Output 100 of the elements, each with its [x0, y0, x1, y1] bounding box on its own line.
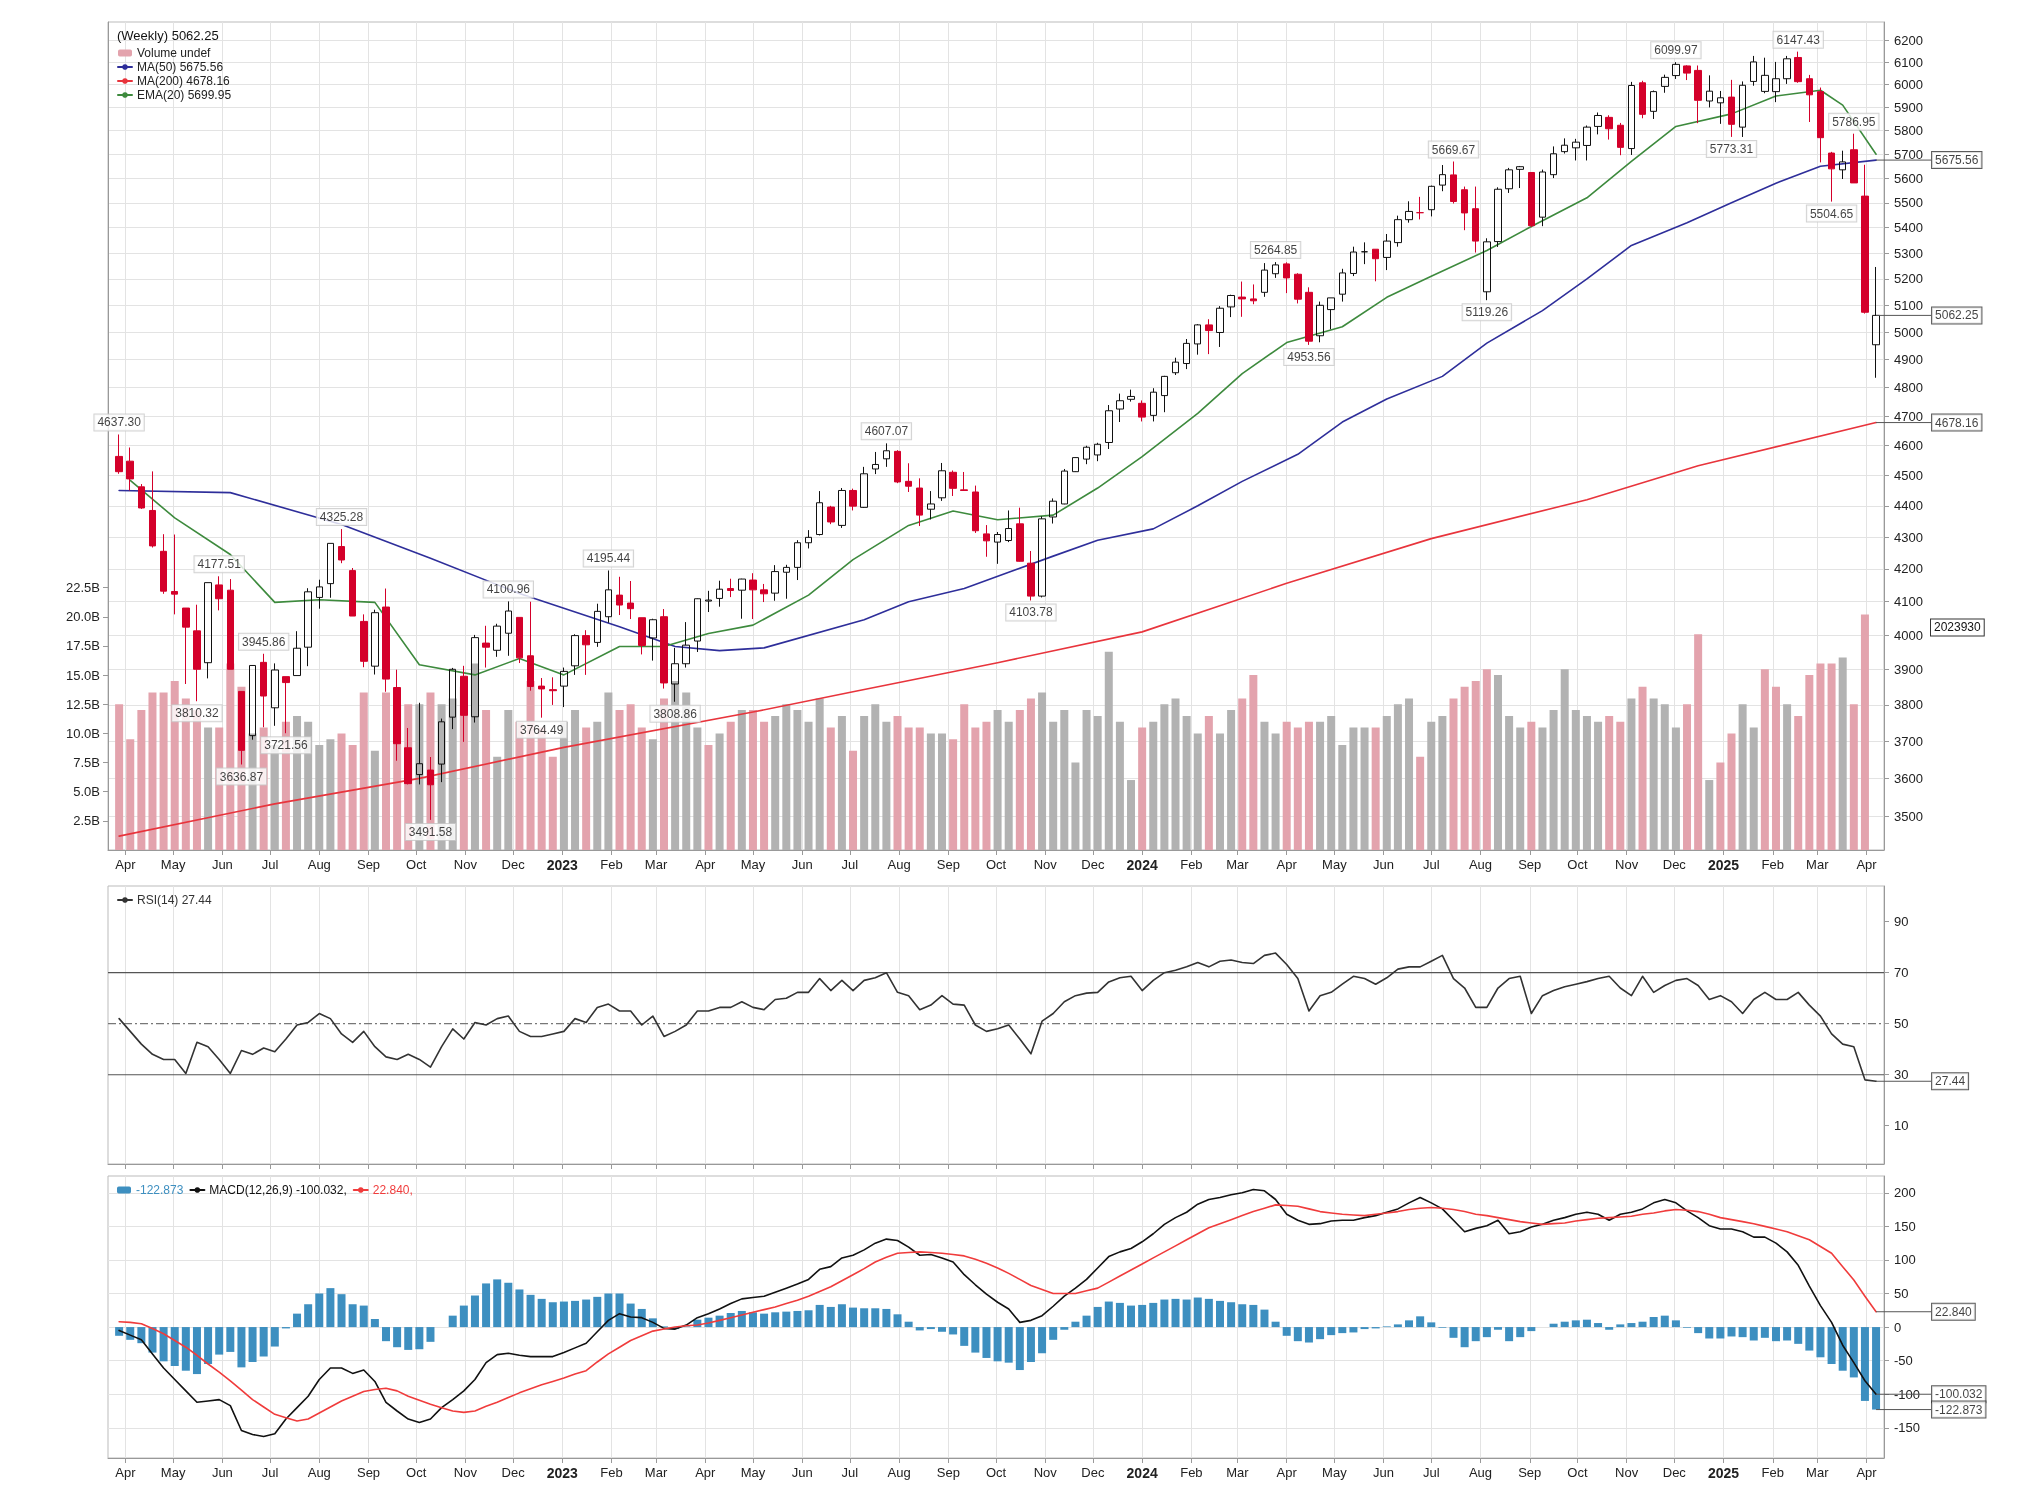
annotation: 6147.43 — [1776, 32, 1821, 47]
x-tick-label: Nov — [1615, 1465, 1639, 1480]
x-tick-label: Nov — [453, 1465, 478, 1480]
y2-tick-label: 15.0B — [66, 667, 100, 683]
y2-tick-label: 12.5B — [66, 696, 100, 712]
y-tick-label: 5600 — [1894, 170, 1923, 186]
annotation: 3491.58 — [408, 824, 453, 839]
y-tick-label: -50 — [1894, 1353, 1913, 1369]
y-tick-label: 50 — [1894, 1286, 1909, 1301]
x-tick-label: Apr — [115, 1465, 137, 1480]
x-tick-label: Oct — [1567, 1465, 1588, 1480]
annotation: 4177.51 — [197, 557, 242, 572]
x-tick-label: May — [740, 857, 766, 872]
y-tick-label: 3600 — [1894, 770, 1923, 786]
y-tick-label: 4800 — [1894, 380, 1923, 396]
annotation: 3945.86 — [241, 634, 286, 649]
x-tick-label: Jun — [211, 857, 233, 872]
annotation: 5669.67 — [1431, 142, 1476, 157]
x-tick-label: Dec — [501, 857, 526, 872]
text: 2023930 — [1934, 620, 1982, 635]
x-tick-label: Jun — [1373, 1465, 1395, 1480]
x-tick-label: Apr — [1856, 857, 1878, 872]
y-tick-label: 30 — [1894, 1067, 1909, 1083]
x-tick-label: 2024 — [1126, 857, 1158, 873]
annotation: 4195.44 — [586, 551, 631, 566]
x-tick-label: Oct — [406, 857, 427, 872]
y-tick-label: 4400 — [1894, 498, 1923, 514]
x-tick-label: 2025 — [1707, 857, 1740, 873]
y-tick-label: 6200 — [1894, 32, 1923, 48]
x-tick-label: Mar — [1226, 857, 1250, 872]
y-tick-label: 0 — [1894, 1319, 1902, 1335]
x-tick-label: Nov — [1033, 1465, 1058, 1480]
x-tick-label: Oct — [406, 1465, 427, 1480]
legend-label: MA(50) 5675.56 — [137, 60, 224, 74]
annotation: 5773.31 — [1709, 141, 1754, 156]
x-tick-label: Sep — [936, 857, 960, 872]
x-tick-label: Jul — [261, 1465, 279, 1480]
x-tick-label: Jul — [841, 1465, 859, 1480]
x-tick-label: 2023 — [546, 1465, 579, 1481]
y-tick-label: 4500 — [1894, 467, 1923, 483]
annotation: 27.44 — [1935, 1074, 1966, 1089]
x-tick-label: 2023 — [546, 857, 579, 873]
x-tick-label: Sep — [356, 1465, 381, 1480]
y-tick-label: 5700 — [1894, 146, 1923, 162]
x-tick-label: Aug — [307, 857, 331, 872]
annotation: 5119.26 — [1465, 305, 1509, 320]
y-tick-label: 5400 — [1894, 220, 1923, 236]
x-tick-label: Feb — [1761, 1465, 1784, 1480]
x-tick-label: May — [160, 1465, 186, 1480]
annotation: 3636.87 — [219, 769, 264, 784]
y-tick-label: 5300 — [1894, 245, 1923, 261]
y-tick-label: 50 — [1894, 1016, 1909, 1032]
annotation: -122.873 — [1935, 1402, 1983, 1417]
x-tick-label: May — [160, 857, 186, 872]
text: (Weekly) 5062.25 — [117, 28, 219, 43]
x-tick-label: Apr — [695, 857, 717, 872]
y-tick-label: -150 — [1894, 1420, 1921, 1436]
x-tick-label: Oct — [1567, 857, 1588, 872]
annotation: 5062.25 — [1935, 308, 1979, 323]
x-tick-label: May — [740, 1465, 766, 1480]
y-tick-label: 5900 — [1894, 99, 1923, 115]
annotation: 3764.49 — [519, 722, 564, 737]
x-tick-label: Mar — [1806, 857, 1830, 872]
y-tick-label: 90 — [1894, 914, 1909, 930]
x-tick-label: May — [1322, 857, 1348, 872]
y2-tick-label: 7.5B — [73, 755, 100, 771]
y-tick-label: 3900 — [1894, 662, 1923, 678]
x-tick-label: Apr — [1276, 1465, 1298, 1480]
annotation: 5786.95 — [1832, 114, 1876, 129]
y-tick-label: 6000 — [1894, 77, 1923, 93]
x-tick-label: Feb — [1180, 857, 1203, 872]
annotation: 4100.96 — [486, 582, 531, 597]
y-tick-label: 5800 — [1894, 123, 1923, 139]
y-tick-label: 5100 — [1894, 297, 1923, 313]
x-tick-label: Apr — [695, 1465, 717, 1480]
x-tick-label: Sep — [936, 1465, 960, 1480]
y-tick-label: 10 — [1894, 1118, 1909, 1134]
x-tick-label: Jun — [791, 1465, 813, 1480]
x-tick-label: Jul — [841, 857, 859, 872]
annotation: 6099.97 — [1654, 43, 1698, 58]
x-tick-label: Aug — [887, 1465, 911, 1480]
x-tick-label: Jun — [1373, 857, 1395, 872]
x-tick-label: Jul — [261, 857, 279, 872]
x-tick-label: Dec — [1081, 1465, 1105, 1480]
y2-tick-label: 2.5B — [73, 813, 100, 829]
x-tick-label: Sep — [1518, 1465, 1542, 1480]
legend-label: Volume undef — [137, 46, 212, 60]
y2-tick-label: 20.0B — [66, 609, 100, 625]
x-tick-label: Aug — [887, 857, 911, 872]
annotation: -100.032 — [1935, 1387, 1983, 1402]
y-tick-label: 70 — [1894, 965, 1909, 981]
x-tick-label: Apr — [115, 857, 137, 872]
x-tick-label: Aug — [1468, 857, 1493, 872]
y2-tick-label: 5.0B — [73, 784, 100, 800]
y-tick-label: 4100 — [1894, 594, 1923, 610]
y-tick-label: 5000 — [1894, 324, 1923, 340]
legend-label: 22.840, — [372, 1183, 413, 1197]
y-tick-label: 3500 — [1894, 809, 1923, 825]
x-tick-label: Dec — [501, 1465, 526, 1480]
x-tick-label: Jul — [1422, 857, 1440, 872]
